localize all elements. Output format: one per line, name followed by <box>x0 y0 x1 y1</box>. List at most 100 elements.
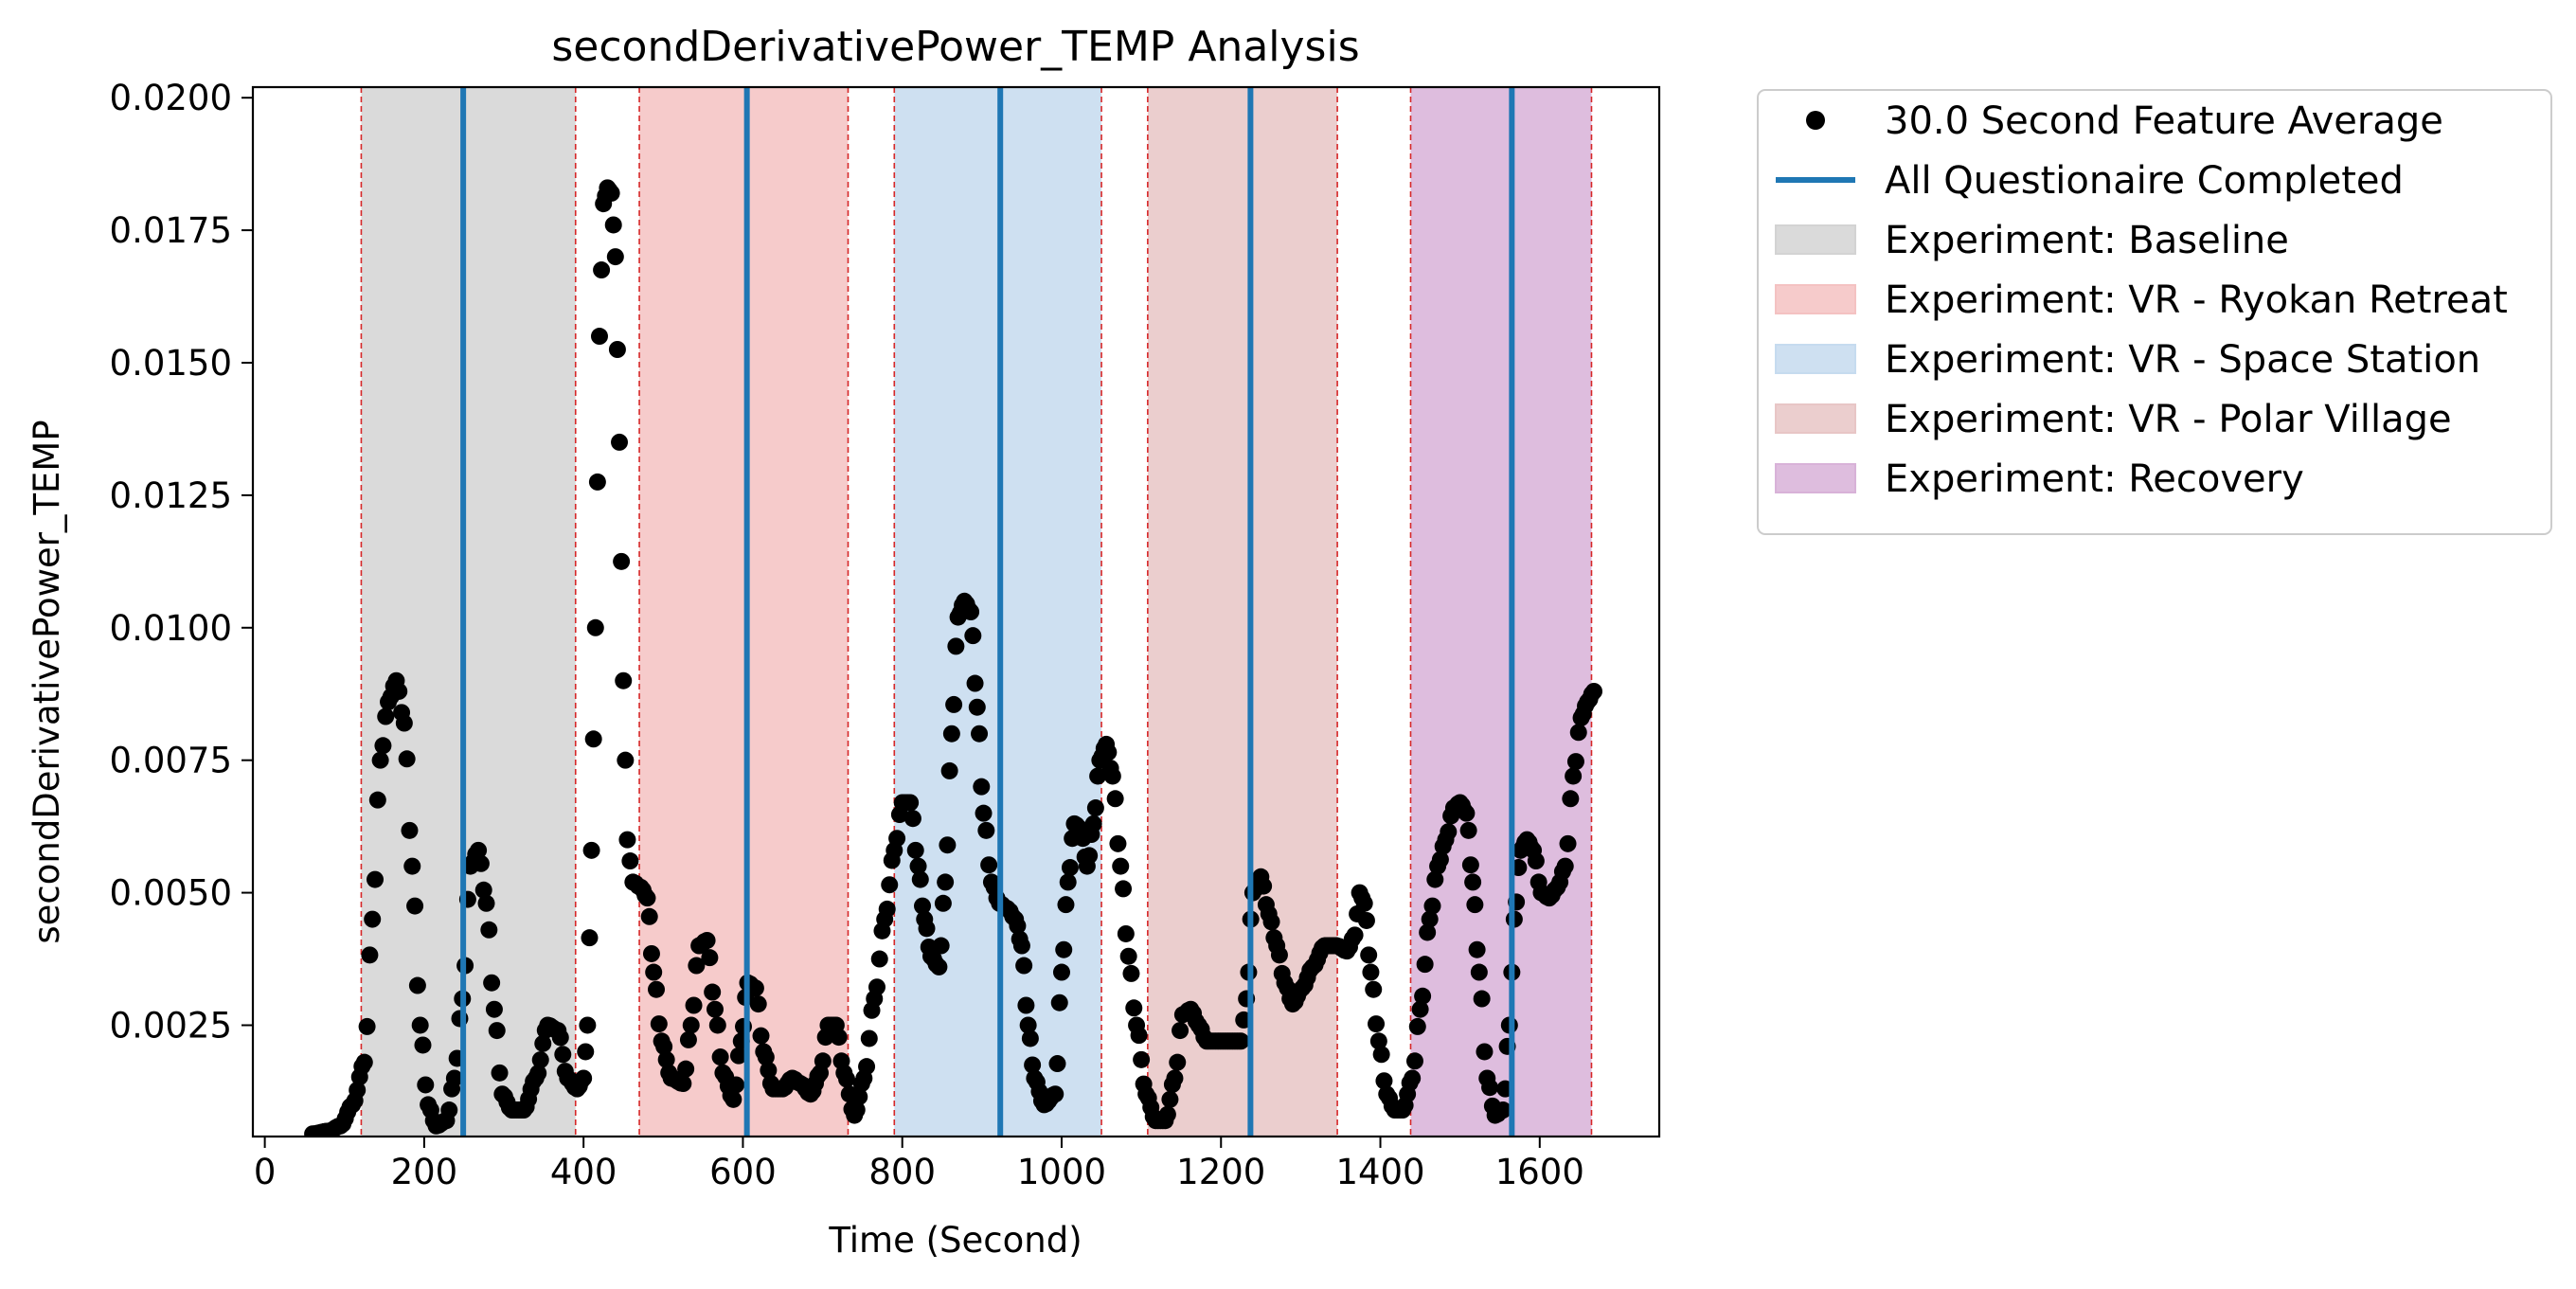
data-point <box>1357 911 1375 929</box>
legend-label: Experiment: VR - Ryokan Retreat <box>1885 278 2508 322</box>
data-point <box>914 897 932 915</box>
legend-label: Experiment: Baseline <box>1885 219 2289 262</box>
data-point <box>1431 850 1449 868</box>
data-point <box>860 1029 878 1047</box>
y-tick-label: 0.0200 <box>110 78 232 118</box>
data-point <box>752 1027 770 1045</box>
data-point <box>918 920 936 938</box>
data-point <box>688 957 706 975</box>
data-point <box>483 974 501 992</box>
legend-marker-patch <box>1775 344 1856 374</box>
data-point <box>1270 946 1288 964</box>
region-band <box>1410 87 1592 1137</box>
data-point <box>1461 856 1479 874</box>
data-point <box>679 1030 697 1048</box>
region-band <box>1147 87 1338 1137</box>
data-point <box>934 894 952 912</box>
data-point <box>602 184 620 202</box>
data-point <box>1255 877 1273 895</box>
data-point <box>1109 834 1127 852</box>
x-tick-label: 1200 <box>1176 1152 1265 1192</box>
data-point <box>1559 834 1577 852</box>
data-point <box>1464 873 1482 891</box>
data-point <box>909 857 927 875</box>
data-point <box>488 1022 506 1040</box>
data-point <box>1052 963 1070 981</box>
data-point <box>1368 1015 1386 1033</box>
data-point <box>966 674 984 692</box>
legend-marker-dot <box>1806 111 1825 130</box>
data-point <box>1360 946 1378 964</box>
legend-marker-patch <box>1775 284 1856 314</box>
x-axis-label: Time (Second) <box>828 1220 1082 1261</box>
data-point <box>1375 1072 1393 1090</box>
data-point <box>1411 1000 1429 1018</box>
data-point <box>440 1101 458 1119</box>
data-point <box>940 761 958 779</box>
data-point <box>1562 790 1580 808</box>
data-point <box>1473 990 1491 1008</box>
data-point <box>531 1051 549 1069</box>
y-tick-label: 0.0025 <box>110 1005 232 1046</box>
data-point <box>1476 1043 1494 1061</box>
data-point <box>1362 963 1380 981</box>
data-point <box>398 750 416 768</box>
data-point <box>648 980 666 998</box>
data-point <box>374 737 392 755</box>
data-point <box>1166 1069 1184 1087</box>
data-point <box>640 907 658 925</box>
data-point <box>1059 873 1077 891</box>
data-point <box>1012 937 1030 955</box>
data-point <box>590 328 608 346</box>
data-point <box>1017 996 1035 1014</box>
data-point <box>581 929 599 947</box>
data-point <box>1346 926 1364 944</box>
data-point <box>685 996 703 1014</box>
data-point <box>1081 847 1099 865</box>
data-point <box>830 1029 848 1047</box>
data-point <box>474 881 492 899</box>
data-point <box>358 1017 376 1035</box>
data-point <box>621 852 639 870</box>
legend-label: Experiment: Recovery <box>1885 457 2304 501</box>
data-point <box>593 261 611 279</box>
data-point <box>760 1062 778 1080</box>
data-point <box>932 937 950 955</box>
data-point <box>868 978 886 996</box>
data-point <box>930 958 948 976</box>
data-point <box>1404 1069 1422 1087</box>
x-tick-label: 1400 <box>1335 1152 1424 1192</box>
data-point <box>1423 897 1441 915</box>
data-point <box>971 725 989 743</box>
data-point <box>377 707 395 725</box>
data-point <box>1459 821 1477 839</box>
data-point <box>579 1016 597 1034</box>
data-point <box>361 946 379 964</box>
data-point <box>1084 815 1102 832</box>
data-point <box>584 730 602 748</box>
data-point <box>729 1047 747 1065</box>
data-point <box>1048 1055 1066 1073</box>
data-point <box>1161 1090 1179 1108</box>
data-point <box>1117 924 1135 942</box>
legend-label: All Questionaire Completed <box>1885 159 2404 203</box>
legend-label: Experiment: VR - Space Station <box>1885 338 2480 382</box>
data-point <box>1057 896 1075 914</box>
data-point <box>848 1101 866 1119</box>
data-point <box>1416 956 1434 974</box>
data-point <box>1015 957 1033 975</box>
data-point <box>947 637 965 655</box>
data-point <box>1414 987 1432 1005</box>
x-tick-label: 1600 <box>1495 1152 1584 1192</box>
data-point <box>1133 1050 1151 1068</box>
data-point <box>642 944 660 962</box>
data-point <box>1470 963 1488 981</box>
data-point <box>1468 940 1486 958</box>
data-point <box>1009 917 1027 935</box>
data-point <box>650 1015 668 1033</box>
data-point <box>881 876 899 894</box>
data-point <box>1089 767 1107 785</box>
data-point <box>367 870 385 888</box>
data-point <box>1466 896 1484 914</box>
data-point <box>850 1088 868 1106</box>
